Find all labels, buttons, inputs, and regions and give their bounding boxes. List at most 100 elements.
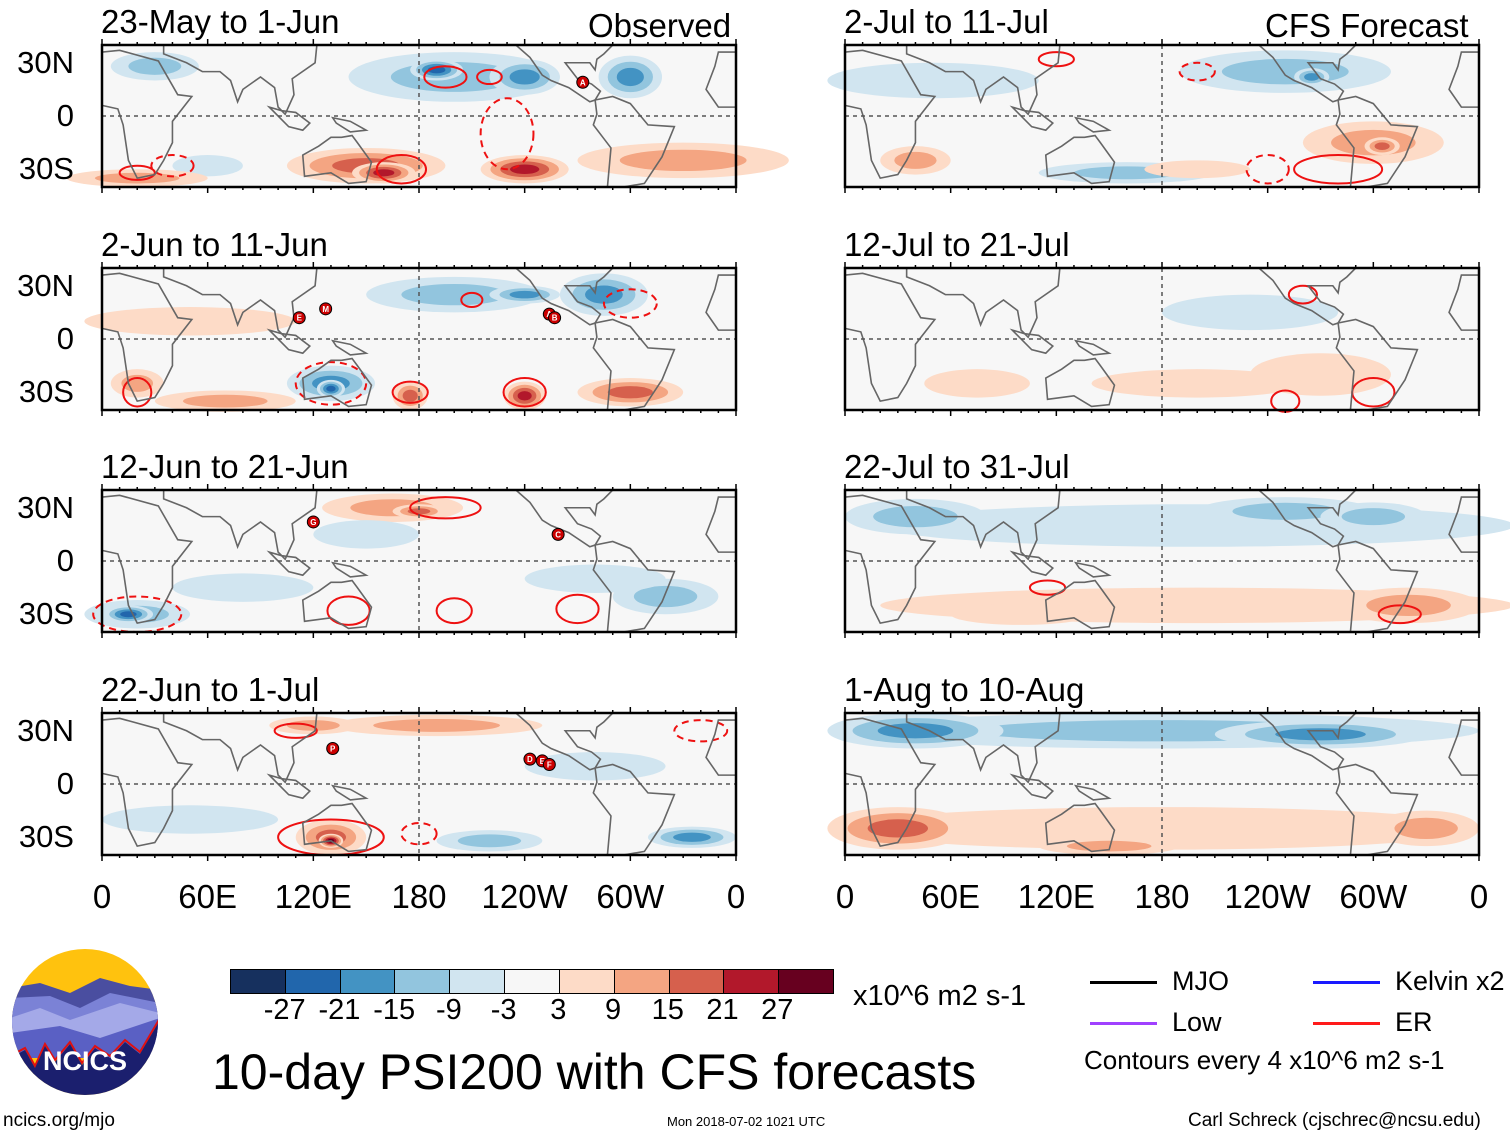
legend-line-kelvin (1313, 981, 1380, 984)
coastline (592, 318, 676, 411)
observed-column-label: Observed (588, 7, 732, 44)
storm-label: D (527, 755, 533, 764)
storm-label: G (310, 518, 316, 527)
anomaly-shading (1304, 73, 1320, 81)
footer-author: Carl Schreck (cjschrec@ncsu.edu) (1188, 1110, 1481, 1131)
colorbar-swatch (505, 970, 560, 993)
coastline (162, 44, 318, 116)
lon-label: 60W (596, 878, 665, 915)
map-panel: A (66, 39, 789, 193)
coastline (1073, 116, 1112, 133)
map-panel: EMAB (84, 262, 738, 416)
contour-note: Contours every 4 x10^6 m2 s-1 (1084, 1045, 1445, 1075)
storm-icon (326, 742, 340, 755)
anomaly-shading (313, 520, 419, 549)
anomaly-shading (121, 374, 154, 392)
colorbar-swatch (669, 970, 725, 993)
coastline (844, 272, 937, 403)
coastline (101, 272, 194, 403)
legend-line-low (1090, 1022, 1157, 1025)
coastline (1335, 318, 1419, 411)
storm-label: M (322, 305, 329, 314)
colorbar-swatch (559, 970, 615, 993)
er-contour (118, 164, 156, 181)
colorbar-swatch (231, 970, 286, 993)
panel-title: 12-Jun to 21-Jun (101, 448, 349, 485)
anomaly-shading (633, 585, 698, 608)
coastline (330, 561, 369, 578)
er-contour (1178, 61, 1216, 82)
coastline (266, 105, 312, 132)
lat-label: 30N (17, 713, 74, 748)
anomaly-shading (585, 285, 623, 304)
er-contour (375, 154, 428, 185)
lat-label: 30S (18, 151, 74, 186)
anomaly-shading (607, 386, 653, 399)
colorbar-swatch (724, 970, 780, 993)
er-contour (423, 65, 468, 89)
anomaly-shading (894, 151, 937, 169)
coastline (162, 267, 318, 339)
colorbar-swatch (779, 970, 833, 993)
coastline (1009, 328, 1055, 355)
colorbar-swatch (450, 970, 506, 993)
coastline (101, 49, 194, 180)
legend-line-mjo (1090, 981, 1157, 984)
er-contour (1028, 579, 1067, 596)
er-contour (602, 288, 658, 319)
panel-title: 2-Jul to 11-Jul (844, 3, 1049, 40)
map-panel (827, 707, 1481, 861)
anomaly-shading (1162, 294, 1339, 331)
coastline (513, 44, 615, 103)
lat-label: 30S (18, 374, 74, 409)
lon-label: 60E (921, 878, 981, 915)
storm-icon (576, 75, 590, 89)
coastline (905, 489, 1061, 561)
colorbar-label: -3 (490, 994, 517, 1026)
lon-label: 120W (1224, 878, 1311, 915)
lon-label: 120W (481, 878, 568, 915)
anomaly-shading (128, 57, 182, 75)
forecast-column-label: CFS Forecast (1265, 7, 1469, 44)
coastline (592, 95, 676, 188)
map-panel: GC (84, 484, 738, 638)
er-contour (435, 597, 473, 625)
coastline (905, 44, 1061, 116)
legend-label: ER (1395, 1007, 1433, 1037)
colorbar-label: 3 (550, 994, 567, 1026)
er-contour (400, 822, 438, 846)
anomaly-shading (867, 819, 929, 838)
er-contour (409, 496, 482, 520)
coastline (1044, 134, 1116, 185)
coastline (1044, 802, 1116, 853)
colorbar-swatch (340, 970, 396, 993)
coastline (905, 712, 1061, 784)
lat-label: 0 (56, 321, 74, 356)
coastline (330, 116, 369, 133)
er-contour (294, 361, 368, 406)
coastline (162, 489, 318, 561)
storm-icon (306, 515, 320, 529)
anomaly-shading (1394, 817, 1458, 840)
anomaly-shading (950, 603, 1092, 625)
storm-icon (523, 752, 537, 766)
panel-title: 12-Jul to 21-Jul (844, 226, 1070, 263)
er-contour (673, 719, 729, 743)
shading-layer (84, 493, 719, 629)
coastline (1073, 339, 1112, 356)
legend-label: MJO (1172, 966, 1229, 996)
colorbar-label: 9 (605, 994, 622, 1026)
lat-label: 0 (56, 766, 74, 801)
coastline (301, 802, 373, 853)
coastline (266, 328, 312, 355)
panel-title: 22-Jun to 1-Jul (101, 671, 320, 708)
coastline (162, 712, 318, 784)
footer-url[interactable]: ncics.org/mjo (3, 1110, 115, 1131)
panel-title: 1-Aug to 10-Aug (844, 671, 1085, 708)
storm-label: B (552, 314, 558, 323)
map-panel (843, 484, 1510, 638)
map-panel: P D E F (100, 707, 738, 861)
coastline (266, 550, 312, 577)
logo-text: NCICS (43, 1046, 127, 1076)
anomaly-shading (524, 752, 666, 781)
